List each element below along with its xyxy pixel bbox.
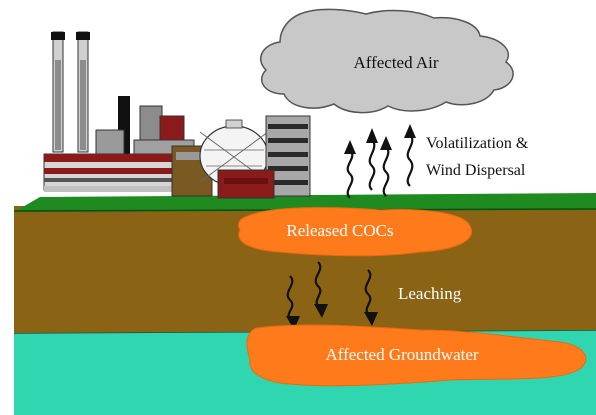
volatilization-label-line1: Volatilization & — [426, 135, 529, 152]
wavy-arrow-icon — [364, 269, 378, 326]
affected-groundwater-plume: Affected Groundwater — [246, 324, 587, 387]
affected-air-cloud: Affected Air — [260, 8, 514, 114]
factory-illustration — [43, 31, 311, 199]
wavy-arrow-icon — [380, 136, 392, 197]
leaching-arrows — [286, 261, 378, 330]
wavy-arrow-icon — [286, 275, 300, 330]
leaching-label: Leaching — [398, 284, 462, 303]
volatilization-arrows — [344, 124, 416, 199]
main-building — [43, 153, 177, 192]
wavy-arrow-icon — [404, 124, 416, 187]
released-cocs-label: Released COCs — [286, 221, 393, 240]
wavy-arrow-icon — [344, 140, 356, 199]
released-cocs-plume: Released COCs — [237, 207, 473, 257]
wavy-arrow-icon — [314, 261, 328, 318]
red-building — [217, 169, 275, 199]
affected-air-label: Affected Air — [353, 53, 438, 72]
affected-groundwater-label: Affected Groundwater — [325, 345, 478, 364]
volatilization-label-line2: Wind Dispersal — [426, 162, 526, 179]
wavy-arrow-icon — [366, 128, 378, 191]
